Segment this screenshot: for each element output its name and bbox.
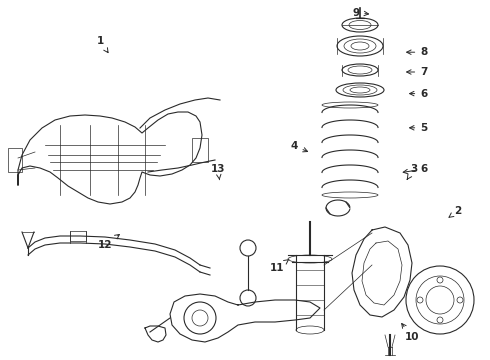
Bar — [70, 231, 86, 241]
Text: 11: 11 — [270, 259, 289, 273]
Text: 4: 4 — [290, 141, 308, 152]
Text: 5: 5 — [410, 123, 427, 133]
Text: 7: 7 — [407, 67, 428, 77]
Text: 9: 9 — [352, 8, 368, 18]
Text: 8: 8 — [407, 47, 427, 57]
Text: 13: 13 — [211, 164, 225, 180]
Bar — [8, 148, 22, 172]
Text: 12: 12 — [98, 234, 120, 250]
Text: 6: 6 — [410, 89, 427, 99]
Text: 3: 3 — [407, 164, 417, 179]
Bar — [192, 138, 208, 162]
Text: 1: 1 — [97, 36, 108, 53]
Text: 10: 10 — [402, 324, 419, 342]
Text: 2: 2 — [449, 206, 462, 217]
Text: 6: 6 — [403, 164, 427, 174]
